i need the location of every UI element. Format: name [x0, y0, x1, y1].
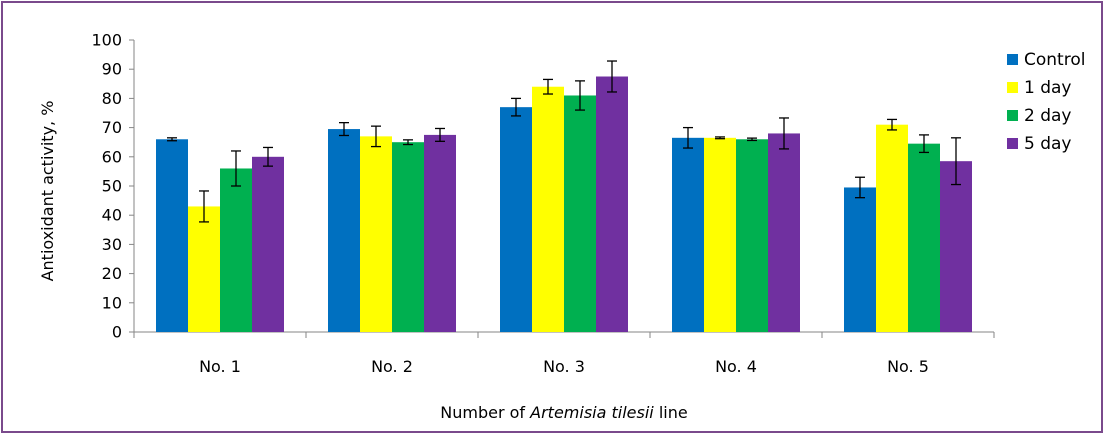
x-tick-label: No. 3: [543, 357, 585, 376]
bar-1-day: [188, 206, 220, 332]
bar-control: [844, 187, 876, 332]
y-tick-label: 80: [102, 89, 122, 108]
x-tick-label: No. 5: [887, 357, 929, 376]
y-tick-label: 0: [112, 323, 122, 342]
bar-1-day: [532, 86, 564, 332]
legend-label: 2 day: [1024, 106, 1072, 126]
bar-2-day: [736, 139, 768, 332]
y-tick-label: 90: [102, 60, 122, 79]
y-axis-title: Antioxidant activity, %: [38, 101, 57, 282]
x-axis-title-part-1: Number of: [440, 403, 530, 422]
bar-control: [328, 129, 360, 332]
bar-5-day: [940, 161, 972, 332]
legend-label: Control: [1024, 50, 1085, 70]
y-tick-label: 40: [102, 206, 122, 225]
bar-control: [500, 107, 532, 332]
x-axis-title-species: Artemisia tilesii: [529, 403, 654, 422]
bars: [156, 76, 972, 333]
legend-swatch: [1007, 110, 1018, 121]
bar-control: [156, 139, 188, 332]
bar-control: [672, 137, 704, 332]
y-tick-label: 10: [102, 293, 122, 312]
legend: Control 1 day 2 day 5 day: [1007, 50, 1085, 154]
bar-5-day: [252, 156, 284, 332]
x-tick-label: No. 4: [715, 357, 757, 376]
x-tick-label: No. 2: [371, 357, 413, 376]
bar-1-day: [360, 136, 392, 332]
bar-1-day: [704, 137, 736, 332]
y-axis: 0 10 20 30 40 50 60 70 80 90 100: [91, 31, 135, 342]
bar-5-day: [768, 133, 800, 332]
bar-2-day: [564, 95, 596, 332]
y-tick-label: 60: [102, 147, 122, 166]
error-bars: [167, 60, 961, 223]
y-tick-label: 50: [102, 177, 122, 196]
x-axis: No. 1 No. 2 No. 3 No. 4 No. 5: [133, 331, 995, 376]
y-tick-label: 20: [102, 264, 122, 283]
legend-label: 1 day: [1024, 78, 1072, 98]
x-tick-label: No. 1: [199, 357, 241, 376]
y-tick-label: 30: [102, 235, 122, 254]
bar-5-day: [596, 76, 628, 332]
legend-label: 5 day: [1024, 134, 1072, 154]
bar-2-day: [908, 143, 940, 332]
legend-swatch: [1007, 138, 1018, 149]
legend-swatch: [1007, 54, 1018, 65]
bar-1-day: [876, 124, 908, 333]
bar-5-day: [424, 134, 456, 332]
legend-swatch: [1007, 82, 1018, 93]
bar-2-day: [220, 168, 252, 332]
x-axis-title-part-3: line: [654, 403, 688, 422]
x-axis-title: Number of Artemisia tilesii line: [440, 403, 687, 422]
y-tick-label: 70: [102, 118, 122, 137]
bar-2-day: [392, 142, 424, 332]
y-tick-label: 100: [91, 31, 122, 50]
